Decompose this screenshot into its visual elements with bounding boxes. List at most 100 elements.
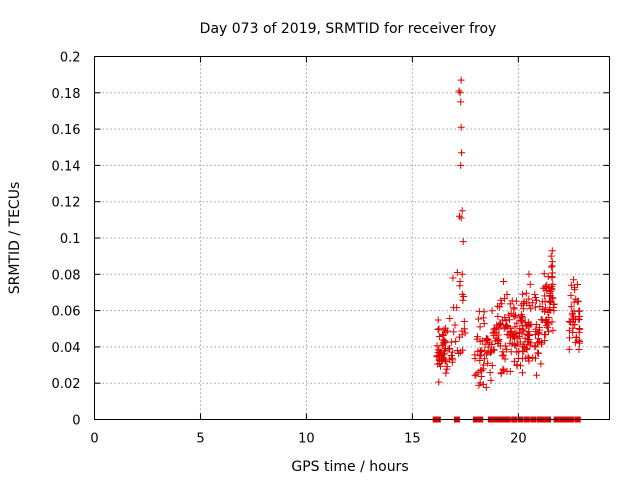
data-point (576, 325, 584, 333)
data-point (479, 380, 487, 388)
data-point (494, 313, 502, 321)
data-point (480, 320, 488, 328)
data-point (521, 334, 529, 342)
data-point (512, 297, 520, 305)
data-point (549, 295, 557, 303)
data-point (567, 291, 575, 299)
data-point (549, 280, 557, 288)
data-point (438, 356, 446, 364)
data-point (541, 337, 549, 345)
data-point (531, 343, 539, 351)
data-point (545, 306, 553, 314)
data-point (517, 317, 525, 325)
data-point (488, 341, 496, 349)
data-point (478, 346, 486, 354)
data-point (450, 328, 458, 336)
data-point (518, 326, 526, 334)
data-point (503, 290, 511, 298)
data-point (506, 368, 514, 376)
data-point (453, 304, 461, 312)
data-point (518, 369, 526, 377)
data-point (507, 348, 515, 356)
data-point (525, 323, 533, 331)
data-point (487, 376, 495, 384)
data-point (488, 362, 496, 370)
data-point (513, 362, 521, 370)
data-point (572, 333, 580, 341)
data-point (533, 371, 541, 379)
data-point (528, 299, 536, 307)
data-point (486, 369, 494, 377)
data-point (535, 326, 543, 334)
data-point (435, 333, 443, 341)
data-point (525, 295, 533, 303)
data-point (498, 352, 506, 360)
data-point (576, 312, 584, 320)
data-point (540, 270, 548, 278)
data-point (519, 314, 527, 322)
data-point (565, 317, 573, 325)
data-point (444, 345, 452, 353)
data-point (522, 289, 530, 297)
data-point (477, 347, 485, 355)
chart-title: Day 073 of 2019, SRMTID for receiver fro… (200, 21, 497, 37)
data-point (453, 268, 461, 276)
data-point (547, 263, 555, 271)
y-tick-label: 0.14 (52, 159, 81, 174)
data-point (541, 284, 549, 292)
tick-labels-layer: 0 0.02 0.04 0.06 0.08 0.1 0.12 0.14 0.16 0.18 0.2 0… (52, 51, 527, 447)
x-tick-label: 10 (298, 432, 315, 447)
data-point (499, 348, 507, 356)
y-tick-label: 0.16 (52, 123, 81, 138)
data-point (451, 321, 459, 329)
data-point (457, 214, 465, 222)
data-point (549, 326, 557, 334)
data-point (456, 278, 464, 286)
data-point (527, 339, 535, 347)
data-point (546, 306, 554, 314)
data-point (565, 334, 573, 342)
data-point (568, 309, 576, 317)
data-point (567, 281, 575, 289)
data-point (548, 286, 556, 294)
data-point (522, 322, 530, 330)
data-point (459, 238, 467, 246)
data-point (458, 270, 466, 278)
data-point (461, 329, 469, 337)
data-point (501, 342, 509, 350)
data-point (443, 327, 451, 335)
data-point (510, 334, 518, 342)
data-point (473, 335, 481, 343)
data-point (548, 258, 556, 266)
data-point (453, 346, 461, 354)
data-point (495, 336, 503, 344)
data-point (488, 307, 496, 315)
data-point (449, 274, 457, 282)
data-point (476, 379, 484, 387)
data-point (526, 280, 534, 288)
y-tick-label: 0.18 (52, 87, 81, 102)
data-point (435, 325, 443, 333)
data-point (500, 351, 508, 359)
data-point (510, 304, 518, 312)
y-tick-label: 0.1 (60, 232, 81, 247)
data-point (519, 290, 527, 298)
data-point (440, 347, 448, 355)
data-point (446, 344, 454, 352)
data-point (471, 372, 479, 380)
data-point (479, 314, 487, 322)
data-point (516, 338, 524, 346)
data-points-layer (433, 76, 584, 391)
data-point (538, 338, 546, 346)
data-point (471, 355, 479, 363)
data-point (511, 323, 519, 331)
data-point (548, 269, 556, 277)
data-point (532, 354, 540, 362)
data-point (506, 300, 514, 308)
data-point (509, 330, 517, 338)
data-point (479, 365, 487, 373)
data-point (433, 342, 441, 350)
data-point (532, 342, 540, 350)
data-point (482, 383, 490, 391)
data-point (443, 363, 451, 371)
